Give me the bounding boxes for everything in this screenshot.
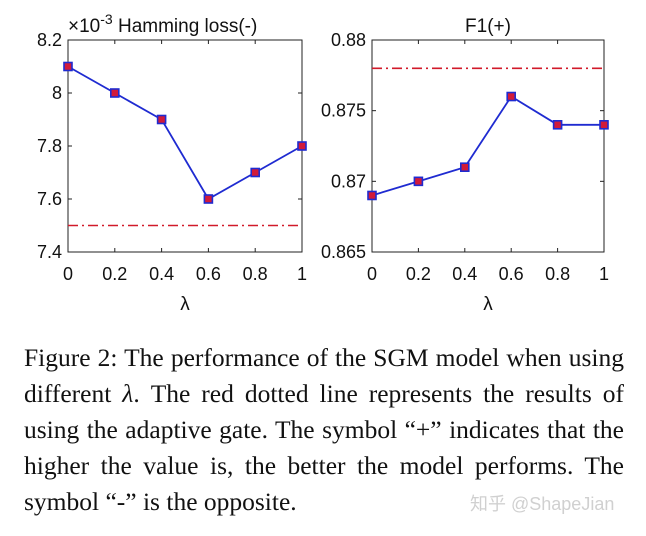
data-point [413, 176, 424, 187]
x-tick-label: 0.4 [452, 264, 477, 284]
x-tick-label: 0.8 [545, 264, 570, 284]
x-tick-label: 0.4 [149, 264, 174, 284]
y-tick-label: 0.87 [331, 171, 366, 191]
figure-charts: 7.4 7.6 7.8 8 8.2 0 0.2 0.4 0.6 0.8 1 λ ×10-3 Hammin… [37, 11, 609, 315]
chart-1: 7.4 7.6 7.8 8 8.2 0 0.2 0.4 0.6 0.8 1 λ ×10-3 Hammin… [37, 11, 307, 315]
caption-text-before-symbol: The performance of the SGM model when us… [24, 343, 624, 408]
y-tick-label: 7.4 [37, 242, 62, 262]
y-tick-label: 7.8 [37, 136, 62, 156]
plot-frame [67, 39, 303, 253]
data-point [63, 61, 73, 72]
series-line [67, 65, 303, 201]
caption-label: Figure 2: [24, 343, 118, 372]
x-tick-label: 0 [367, 264, 377, 284]
x-tick-label: 1 [297, 264, 307, 284]
plot-frame [371, 39, 605, 253]
x-tick-label: 1 [599, 264, 609, 284]
x-tick-label: 0.2 [102, 264, 127, 284]
x-tick-label: 0.2 [406, 264, 431, 284]
data-point [367, 190, 377, 201]
data-point [297, 141, 307, 151]
series-line [371, 95, 604, 197]
y-multiplier-exponent: -3 [100, 11, 113, 27]
figure-caption: Figure 2: The performance of the SGM mod… [24, 340, 624, 520]
x-tick-label: 0.6 [499, 264, 524, 284]
y-tick-label: 8 [52, 83, 62, 103]
caption-lambda-symbol: λ [122, 379, 134, 408]
data-point [156, 114, 167, 125]
chart-title: F1(+) [465, 16, 511, 37]
data-point [203, 194, 214, 204]
x-tick-label: 0.8 [243, 264, 268, 284]
data-point [552, 120, 563, 130]
y-tick-label: 7.6 [37, 189, 62, 209]
caption-text-after-symbol: . The red dotted line represents the res… [24, 379, 624, 516]
x-axis-label: λ [483, 294, 493, 315]
y-tick-label: 0.875 [321, 101, 366, 121]
data-point [459, 162, 470, 172]
y-tick-label: 0.865 [321, 242, 366, 262]
data-point [110, 88, 120, 98]
x-tick-label: 0.6 [196, 264, 221, 284]
x-tick-label: 0 [63, 264, 73, 284]
data-point [250, 167, 260, 178]
data-point [506, 91, 517, 102]
y-tick-label: 0.88 [331, 30, 366, 50]
y-tick-label: 8.2 [37, 30, 62, 50]
chart-2: 0.865 0.87 0.875 0.88 0 0.2 0.4 0.6 0.8 1 λ F1(+) [321, 16, 609, 315]
chart-title: ×10-3 Hamming loss(-) [68, 11, 257, 37]
data-point [599, 120, 609, 130]
chart-title-text: Hamming loss(-) [113, 16, 258, 37]
y-multiplier: ×10 [68, 16, 100, 37]
x-axis-label: λ [180, 294, 190, 315]
